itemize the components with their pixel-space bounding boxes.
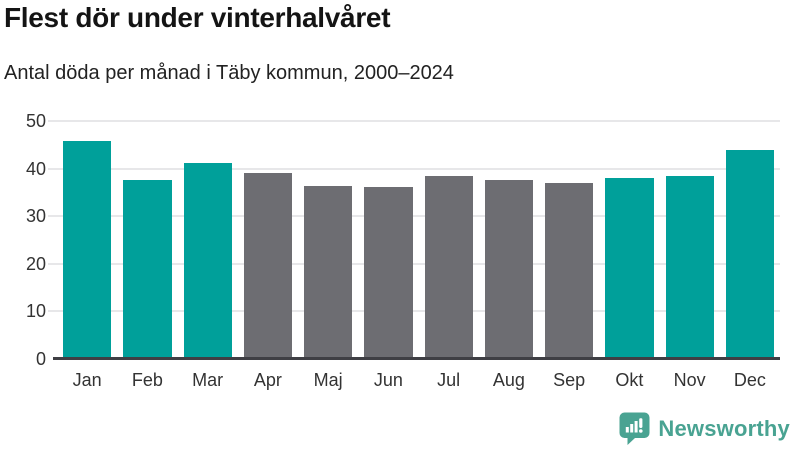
- bar-jun: [364, 187, 413, 359]
- bar-maj: [304, 185, 353, 359]
- x-axis-tick-label: Jun: [373, 370, 403, 390]
- bar-mar: [183, 162, 232, 359]
- y-axis-tick-label: 0: [35, 348, 46, 369]
- bar-sep: [545, 182, 594, 359]
- y-axis-tick-label: 30: [25, 206, 46, 226]
- chart-subtitle: Antal döda per månad i Täby kommun, 2000…: [4, 62, 454, 84]
- x-axis-tick-label: Maj: [313, 370, 343, 390]
- x-axis-tick-label: Okt: [615, 370, 644, 390]
- x-axis-tick-label: Dec: [733, 370, 766, 390]
- x-axis-tick-label: Feb: [131, 370, 163, 390]
- bar-apr: [243, 173, 292, 359]
- y-gridline: [48, 262, 780, 265]
- x-axis-tick-label: Jul: [437, 370, 461, 390]
- bar-feb: [123, 179, 172, 359]
- x-axis-tick-label: Apr: [253, 370, 282, 390]
- x-axis-tick-label: Nov: [673, 370, 706, 390]
- y-axis-tick-label: 50: [25, 111, 46, 131]
- bar-aug: [484, 179, 533, 359]
- y-gridline: [48, 310, 780, 312]
- y-axis-tick-label: 10: [25, 301, 46, 321]
- x-axis-line: [53, 357, 780, 360]
- x-axis-tick-label: Aug: [492, 370, 525, 390]
- newsworthy-brand-text: Newsworthy: [658, 415, 790, 441]
- newsworthy-logo: Newsworthy: [619, 412, 790, 445]
- y-gridline: [48, 215, 780, 217]
- bar-nov: [665, 175, 714, 359]
- y-axis-tick-label: 20: [25, 253, 46, 274]
- y-axis-tick-label: 40: [25, 158, 46, 179]
- chart-title: Flest dör under vinterhalvåret: [4, 2, 391, 33]
- bar-dec: [725, 150, 774, 359]
- y-gridline: [48, 120, 780, 122]
- x-axis-tick-label: Jan: [72, 370, 102, 390]
- bar-okt: [605, 178, 654, 359]
- x-axis-tick-label: Sep: [553, 370, 586, 390]
- bar-jul: [424, 175, 473, 359]
- bar-jan: [63, 140, 112, 359]
- x-axis-tick-label: Mar: [192, 370, 224, 390]
- y-gridline: [48, 167, 780, 170]
- newsworthy-logo-icon: [619, 412, 650, 445]
